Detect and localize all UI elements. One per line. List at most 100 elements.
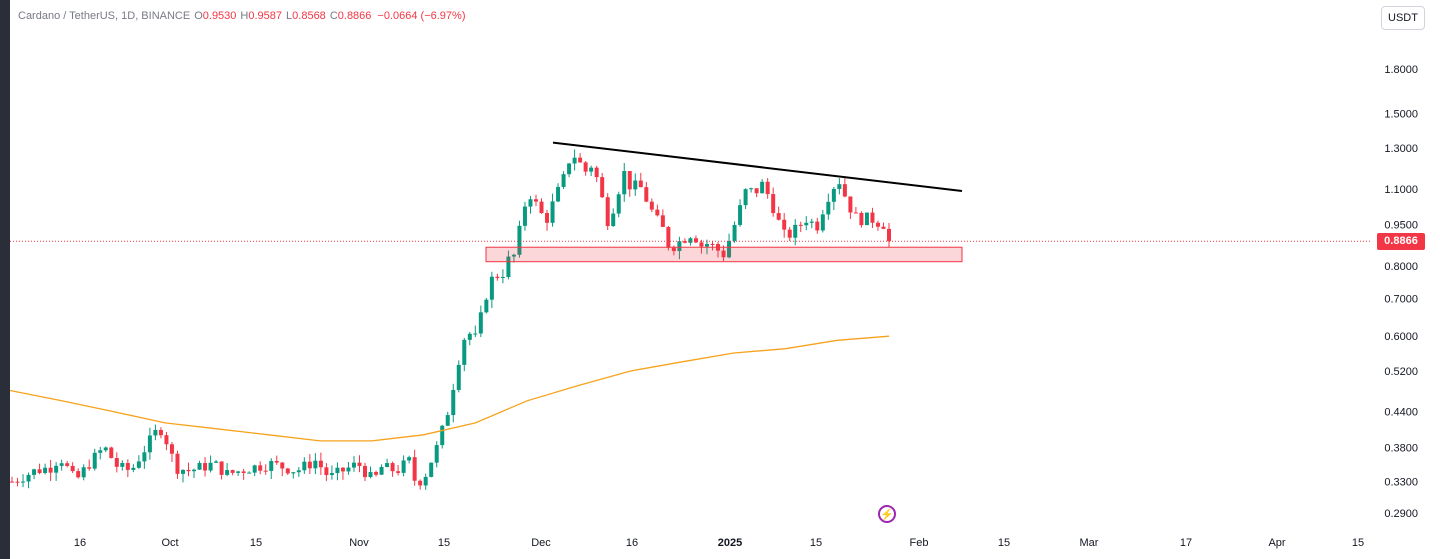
chart-pane[interactable] — [10, 0, 1440, 559]
candle-body — [357, 462, 362, 466]
y-tick-label: 0.6000 — [1384, 331, 1418, 343]
candle-body — [765, 181, 770, 195]
last-price-label: 0.8866 — [1377, 232, 1425, 250]
candle-body — [682, 241, 687, 243]
candle-body — [451, 389, 456, 416]
candle-body — [280, 462, 285, 469]
candle-body — [528, 199, 533, 207]
candle-body — [655, 209, 660, 216]
candle-body — [809, 221, 814, 223]
candle-body — [567, 163, 572, 175]
candle-body — [881, 226, 886, 229]
candle-body — [219, 461, 224, 475]
candle-body — [754, 188, 759, 194]
y-tick-label: 1.3000 — [1384, 143, 1418, 155]
candle-body — [600, 177, 605, 198]
candle-body — [92, 452, 97, 469]
candle-body — [506, 256, 511, 277]
candle-body — [605, 197, 610, 227]
candle-body — [440, 425, 445, 446]
candle-body — [214, 461, 219, 463]
candle-body — [241, 471, 246, 474]
x-axis: 16 Oct 15 Nov 15 Dec 16 2025 15 Feb 15 Mar 17 Apr 15 — [74, 537, 1364, 549]
candle-body — [390, 463, 395, 472]
candle-body — [136, 461, 141, 468]
candle-body — [798, 224, 803, 226]
candle-body — [313, 460, 318, 469]
candle-body — [285, 468, 290, 474]
change-value: −0.0664 (−6.97%) — [377, 10, 466, 22]
x-tick-label: 15 — [810, 537, 822, 549]
open-label: O — [194, 10, 203, 22]
low-value: 0.8568 — [292, 10, 326, 22]
candle-body — [804, 222, 809, 226]
candle-body — [489, 276, 494, 300]
candle-body — [26, 474, 31, 482]
candle-body — [782, 219, 787, 230]
x-tick-label: Nov — [349, 537, 369, 549]
open-value: 0.9530 — [202, 10, 237, 22]
candle-body — [296, 470, 301, 473]
candle-body — [837, 184, 842, 189]
x-tick-label: Oct — [161, 537, 178, 549]
candle-body — [203, 463, 208, 471]
candle-body — [175, 453, 180, 474]
candle-body — [236, 471, 241, 473]
high-label: H — [240, 10, 249, 22]
candle-body — [125, 462, 130, 470]
candle-body — [335, 467, 340, 474]
close-value: 0.8866 — [337, 10, 372, 22]
candle-body — [589, 167, 594, 172]
y-tick-label: 0.7000 — [1384, 294, 1418, 306]
candle-body — [473, 333, 478, 335]
x-tick-label: 16 — [74, 537, 86, 549]
candle-body — [456, 364, 461, 390]
candle-body — [340, 467, 345, 472]
candle-body — [374, 472, 379, 475]
candle-body — [324, 467, 329, 476]
x-tick-label: Mar — [1080, 537, 1099, 549]
candle-body — [318, 460, 323, 468]
candle-body — [864, 212, 869, 226]
lightning-icon[interactable]: ⚡ — [878, 505, 896, 523]
moving-average-line — [9, 335, 890, 442]
y-tick-label: 0.5200 — [1384, 366, 1418, 378]
candle-body — [760, 181, 765, 194]
x-tick-label: Dec — [531, 537, 551, 549]
candle-body — [48, 467, 53, 473]
candle-body — [616, 194, 621, 214]
candle-body — [644, 187, 649, 202]
candle-body — [561, 174, 566, 187]
candle-body — [76, 471, 81, 478]
candle-body — [771, 194, 776, 214]
candle-body — [407, 457, 412, 461]
y-tick-label: 0.3800 — [1384, 442, 1418, 454]
candle-body — [467, 333, 472, 340]
candle-body — [346, 467, 351, 472]
candle-body — [793, 224, 798, 238]
candle-body — [522, 206, 527, 226]
candle-body — [418, 480, 423, 486]
x-tick-label: Feb — [910, 537, 929, 549]
candle-body — [556, 186, 561, 202]
candle-body — [743, 189, 748, 206]
x-tick-label: 17 — [1180, 537, 1192, 549]
y-tick-label: 0.9500 — [1384, 219, 1418, 231]
candle-body — [351, 462, 356, 468]
candle-body — [434, 445, 439, 463]
candle-body — [291, 472, 296, 474]
close-label: C — [329, 10, 338, 22]
candle-body — [622, 171, 627, 195]
candle-body — [32, 469, 37, 475]
candle-body — [396, 471, 401, 473]
candle-body — [671, 247, 676, 252]
y-tick-label: 0.3300 — [1384, 477, 1418, 489]
candle-body — [109, 447, 114, 459]
candle-body — [153, 429, 158, 436]
currency-unit-button[interactable]: USDT — [1381, 6, 1425, 30]
candle-body — [363, 465, 368, 478]
candle-body — [445, 415, 450, 426]
y-tick-label: 1.8000 — [1384, 64, 1418, 76]
x-tick-label: 16 — [626, 537, 638, 549]
